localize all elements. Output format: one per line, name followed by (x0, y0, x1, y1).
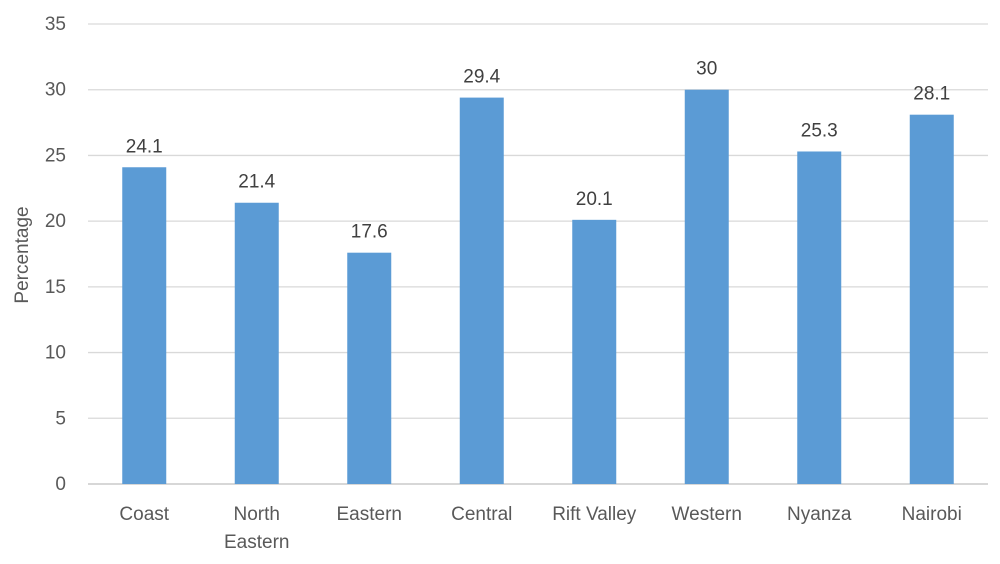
data-label: 29.4 (463, 67, 500, 88)
data-label: 21.4 (238, 172, 275, 193)
x-tick-label: Rift Valley (552, 504, 637, 525)
data-label: 25.3 (801, 120, 838, 141)
data-label: 28.1 (913, 84, 950, 105)
y-tick-label: 20 (45, 211, 66, 232)
y-tick-label: 35 (45, 14, 66, 35)
x-tick-label: North (234, 504, 280, 525)
y-axis-label: Percentage (12, 206, 33, 303)
bar (909, 114, 954, 484)
bar (347, 252, 392, 484)
y-tick-label: 5 (55, 408, 66, 429)
x-tick-label: Central (451, 504, 512, 525)
y-tick-label: 30 (45, 80, 66, 101)
y-tick-label: 15 (45, 277, 66, 298)
data-label: 17.6 (351, 222, 388, 243)
x-tick-label: Eastern (224, 532, 289, 553)
x-tick-label: Nyanza (787, 504, 852, 525)
x-tick-label: Coast (119, 504, 169, 525)
x-axis-ticks: Coast North Eastern Eastern Central Rift Vall… (119, 504, 961, 553)
data-labels: 24.1 21.4 17.6 29.4 20.1 30 25.3 28.1 (126, 59, 950, 243)
y-tick-label: 25 (45, 145, 66, 166)
y-tick-label: 10 (45, 343, 66, 364)
bar (797, 151, 842, 484)
data-label: 30 (696, 59, 717, 80)
y-axis-ticks: 0 5 10 15 20 25 30 35 (45, 14, 66, 495)
x-tick-label: Eastern (337, 504, 402, 525)
bar (684, 89, 729, 484)
x-tick-label: Nairobi (902, 504, 962, 525)
y-tick-label: 0 (55, 474, 66, 495)
data-label: 20.1 (576, 189, 613, 210)
data-label: 24.1 (126, 136, 163, 157)
bar (234, 202, 279, 484)
bars (122, 89, 954, 485)
bar (459, 97, 504, 484)
bar (122, 167, 167, 484)
bar (572, 219, 617, 485)
x-tick-label: Western (672, 504, 742, 525)
gridlines (88, 23, 988, 485)
